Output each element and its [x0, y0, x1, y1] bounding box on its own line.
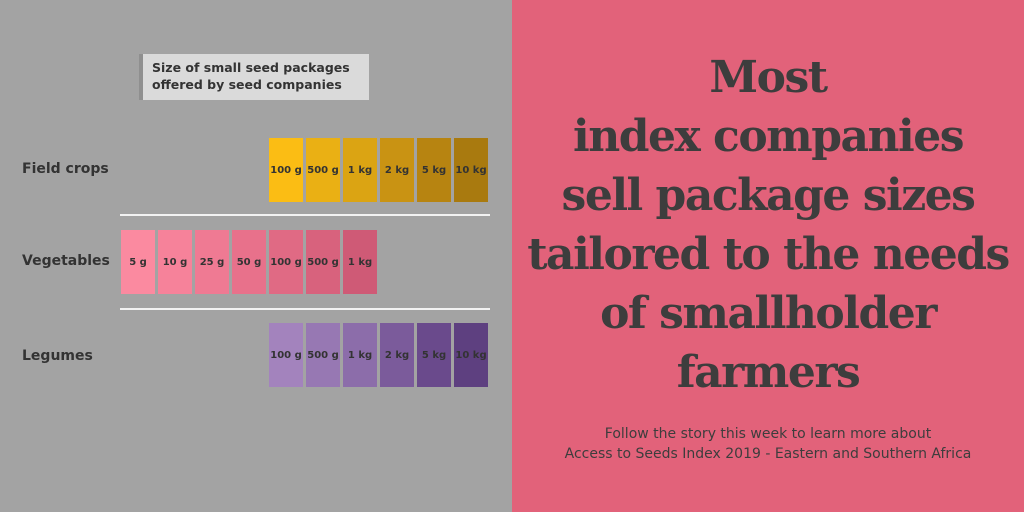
headline-line: farmers — [676, 347, 861, 398]
headline-panel — [512, 0, 1024, 512]
infographic-panel: Size of small seed packages offered by s… — [0, 0, 512, 512]
footnote-line-1: Follow the story this week to learn more… — [604, 426, 932, 442]
seed-package-legumes: 10 kg — [454, 323, 488, 387]
seed-package-legumes: 5 kg — [417, 323, 451, 387]
headline-line: tailored to the needs — [527, 229, 1010, 280]
seed-package-vegetables: 50 g — [232, 230, 266, 294]
seed-package-legumes: 2 kg — [380, 323, 414, 387]
footnote: Follow the story this week to learn more… — [512, 424, 1024, 464]
headline-line: Most — [709, 52, 828, 103]
row-label-legumes: Legumes — [22, 348, 93, 364]
legend-box: Size of small seed packages offered by s… — [139, 54, 369, 100]
row-divider — [120, 308, 490, 310]
row-divider — [120, 214, 490, 216]
headline: Most index companies sell package sizes … — [512, 48, 1024, 402]
seed-package-field-crops: 5 kg — [417, 138, 451, 202]
seed-package-field-crops: 100 g — [269, 138, 303, 202]
row-label-vegetables: Vegetables — [22, 253, 110, 269]
seed-package-legumes: 500 g — [306, 323, 340, 387]
seed-package-field-crops: 500 g — [306, 138, 340, 202]
seed-package-vegetables: 25 g — [195, 230, 229, 294]
legend-line-1: Size of small seed packages — [152, 60, 350, 75]
seed-package-vegetables: 500 g — [306, 230, 340, 294]
seed-package-vegetables: 5 g — [121, 230, 155, 294]
seed-package-field-crops: 1 kg — [343, 138, 377, 202]
row-label-field-crops: Field crops — [22, 161, 109, 177]
seed-package-vegetables: 100 g — [269, 230, 303, 294]
seed-package-legumes: 1 kg — [343, 323, 377, 387]
seed-package-vegetables: 1 kg — [343, 230, 377, 294]
headline-line: of smallholder — [600, 288, 937, 339]
seed-package-field-crops: 2 kg — [380, 138, 414, 202]
seed-package-legumes: 100 g — [269, 323, 303, 387]
headline-line: sell package sizes — [561, 170, 976, 221]
headline-line: index companies — [573, 111, 964, 162]
seed-package-field-crops: 10 kg — [454, 138, 488, 202]
footnote-line-2: Access to Seeds Index 2019 - Eastern and… — [564, 446, 972, 462]
seed-package-vegetables: 10 g — [158, 230, 192, 294]
legend-line-2: offered by seed companies — [152, 77, 342, 92]
